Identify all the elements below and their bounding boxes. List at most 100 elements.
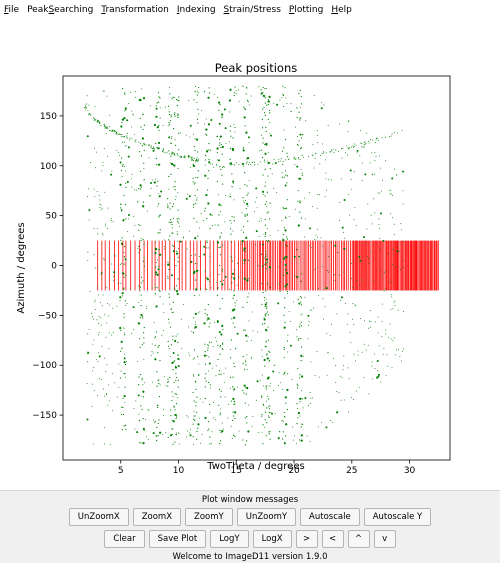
observed-peak xyxy=(174,97,176,99)
clear-button[interactable]: Clear xyxy=(104,530,145,548)
unzoomy-button[interactable]: UnZoomY xyxy=(236,508,297,526)
observed-peak xyxy=(85,107,87,109)
zoomx-button[interactable]: ZoomX xyxy=(132,508,182,526)
observed-peak xyxy=(297,411,301,415)
menu-plotting[interactable]: Plotting xyxy=(288,5,324,15)
observed-peak xyxy=(190,255,192,257)
observed-peak xyxy=(221,347,223,350)
observed-peak xyxy=(284,184,287,187)
observed-peak xyxy=(314,238,316,240)
observed-peak xyxy=(402,203,404,205)
unzoomx-button[interactable]: UnZoomX xyxy=(68,508,129,526)
menu-help[interactable]: Help xyxy=(331,5,352,15)
observed-peak xyxy=(207,317,210,320)
observed-peak xyxy=(206,241,208,244)
observed-peak xyxy=(153,322,155,324)
menu-strain-stress[interactable]: Strain/Stress xyxy=(223,5,281,15)
observed-peak xyxy=(98,331,100,333)
observed-peak xyxy=(135,141,137,143)
observed-peak xyxy=(96,319,98,321)
observed-peak xyxy=(193,317,195,319)
observed-peak xyxy=(296,143,299,146)
observed-peak xyxy=(264,322,266,325)
observed-peak xyxy=(208,97,210,99)
observed-peak xyxy=(188,157,190,159)
observed-peak xyxy=(204,210,206,212)
logy-button[interactable]: LogY xyxy=(210,530,249,548)
observed-peak xyxy=(361,278,363,280)
pan-down-button[interactable]: v xyxy=(373,530,396,548)
observed-peak xyxy=(85,106,87,108)
observed-peak xyxy=(157,141,161,145)
observed-peak xyxy=(322,151,324,153)
observed-peak xyxy=(171,206,174,208)
observed-peak xyxy=(218,404,220,406)
observed-peak xyxy=(85,108,87,110)
peak-positions-plot[interactable]: Peak positions 5 10 15 20 25 30 150100500−50−… xyxy=(0,20,500,490)
menu-transformation[interactable]: Transformation xyxy=(101,5,169,15)
observed-peak xyxy=(242,362,244,365)
pan-up-button[interactable]: ^ xyxy=(347,530,370,548)
observed-peak xyxy=(184,157,186,159)
menu-peaksearching[interactable]: PeakSearching xyxy=(27,5,94,15)
observed-peak xyxy=(282,207,284,209)
observed-peak xyxy=(266,353,268,355)
observed-peak xyxy=(165,432,167,434)
observed-peak xyxy=(260,217,262,219)
observed-peak xyxy=(393,132,395,134)
observed-peak xyxy=(360,146,362,148)
observed-peak xyxy=(205,128,208,131)
observed-peak xyxy=(221,153,223,155)
observed-peak xyxy=(392,194,394,196)
observed-peak xyxy=(219,344,222,347)
autoscale-y-button[interactable]: Autoscale Y xyxy=(363,508,432,526)
logx-button[interactable]: LogX xyxy=(252,530,292,548)
autoscale-button[interactable]: Autoscale xyxy=(300,508,360,526)
observed-peak xyxy=(140,126,142,128)
observed-peak xyxy=(155,157,158,160)
observed-peak xyxy=(159,229,161,231)
pan-right-button[interactable]: > xyxy=(295,530,318,548)
observed-peak xyxy=(262,424,264,426)
observed-peak xyxy=(241,212,243,214)
observed-peak xyxy=(292,439,294,441)
observed-peak xyxy=(338,391,340,393)
observed-peak xyxy=(121,133,123,135)
observed-peak xyxy=(338,151,340,153)
observed-peak xyxy=(208,161,211,164)
observed-peak xyxy=(231,282,233,284)
observed-peak xyxy=(124,107,127,110)
observed-peak xyxy=(234,348,237,350)
zoomy-button[interactable]: ZoomY xyxy=(185,508,233,526)
pan-left-button[interactable]: < xyxy=(321,530,344,548)
save-plot-button[interactable]: Save Plot xyxy=(148,530,207,548)
observed-peak xyxy=(217,320,219,322)
observed-peak xyxy=(306,435,308,437)
observed-peak xyxy=(246,214,248,216)
observed-peak xyxy=(330,151,332,153)
observed-peak xyxy=(274,413,276,415)
observed-peak xyxy=(149,194,151,196)
observed-peak xyxy=(333,148,335,150)
menu-file[interactable]: File xyxy=(4,5,20,15)
observed-peak xyxy=(86,418,89,421)
observed-peak xyxy=(218,101,221,104)
observed-peak xyxy=(296,116,298,119)
observed-peak xyxy=(368,327,370,329)
observed-peak xyxy=(156,259,158,261)
observed-peak xyxy=(223,108,226,111)
observed-peak xyxy=(220,146,222,149)
observed-peak xyxy=(164,246,166,248)
observed-peak xyxy=(395,174,397,176)
menu-bar: File PeakSearching Transformation Indexing S… xyxy=(0,0,500,20)
y-tick-label: 150 xyxy=(40,112,57,122)
observed-peak xyxy=(172,443,174,445)
menu-indexing[interactable]: Indexing xyxy=(176,5,216,15)
observed-peak xyxy=(123,332,125,334)
observed-peak xyxy=(245,236,248,239)
observed-peak xyxy=(140,88,142,90)
observed-peak xyxy=(279,291,281,293)
observed-peak xyxy=(106,286,108,288)
observed-peak xyxy=(102,162,104,164)
y-tick-label: 100 xyxy=(40,162,57,172)
